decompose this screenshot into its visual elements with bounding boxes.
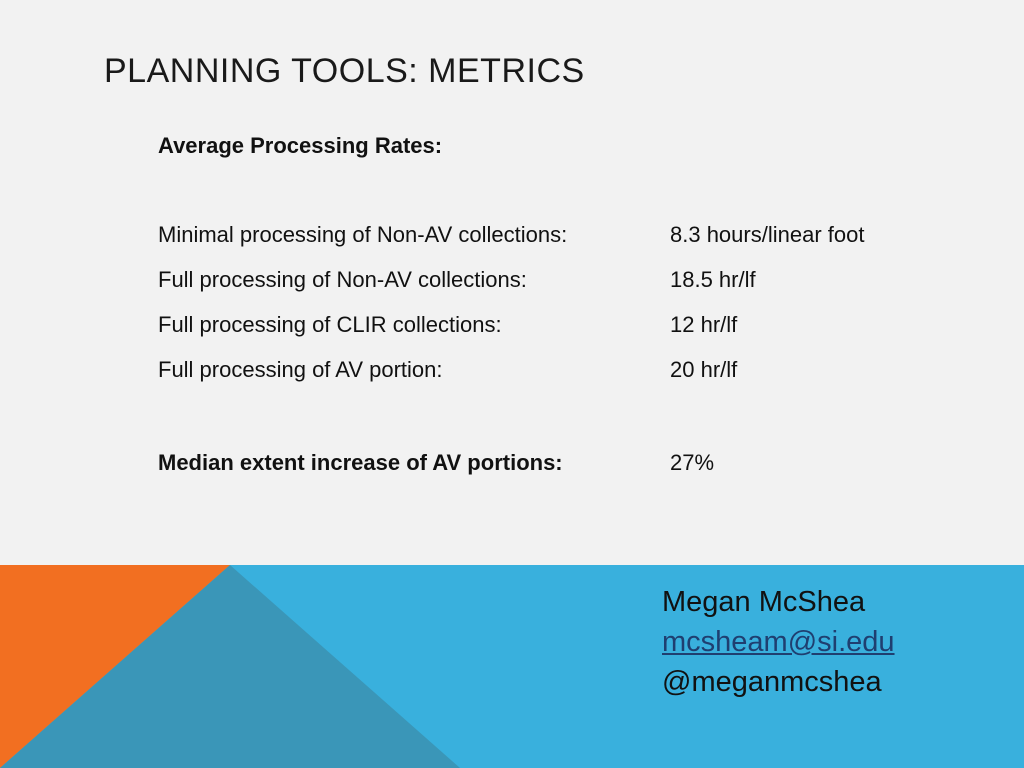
rate-value: 20 hr/lf xyxy=(670,357,738,382)
rates-heading: Average Processing Rates: xyxy=(158,133,443,158)
email-link[interactable]: mcsheam@si.edu xyxy=(662,626,895,658)
footer-band xyxy=(0,565,1024,768)
presenter-name: Megan McShea xyxy=(662,586,866,618)
contact-block: Megan McShea mcsheam@si.edu @meganmcshea xyxy=(662,582,895,702)
rate-label: Minimal processing of Non-AV collections… xyxy=(158,222,568,247)
median-value: 27% xyxy=(670,450,715,475)
median-label: Median extent increase of AV portions: xyxy=(158,450,563,475)
rate-label: Full processing of Non-AV collections: xyxy=(158,267,527,292)
rate-value: 12 hr/lf xyxy=(670,312,738,337)
rate-label: Full processing of AV portion: xyxy=(158,357,443,382)
rate-label: Full processing of CLIR collections: xyxy=(158,312,502,337)
footer-graphic xyxy=(0,565,1024,768)
rate-value: 18.5 hr/lf xyxy=(670,267,756,292)
rate-value: 8.3 hours/linear foot xyxy=(670,222,865,247)
slide-title: PLANNING TOOLS: METRICS xyxy=(104,52,585,90)
footer-steel-triangle xyxy=(0,565,460,768)
twitter-handle: @meganmcshea xyxy=(662,666,882,698)
